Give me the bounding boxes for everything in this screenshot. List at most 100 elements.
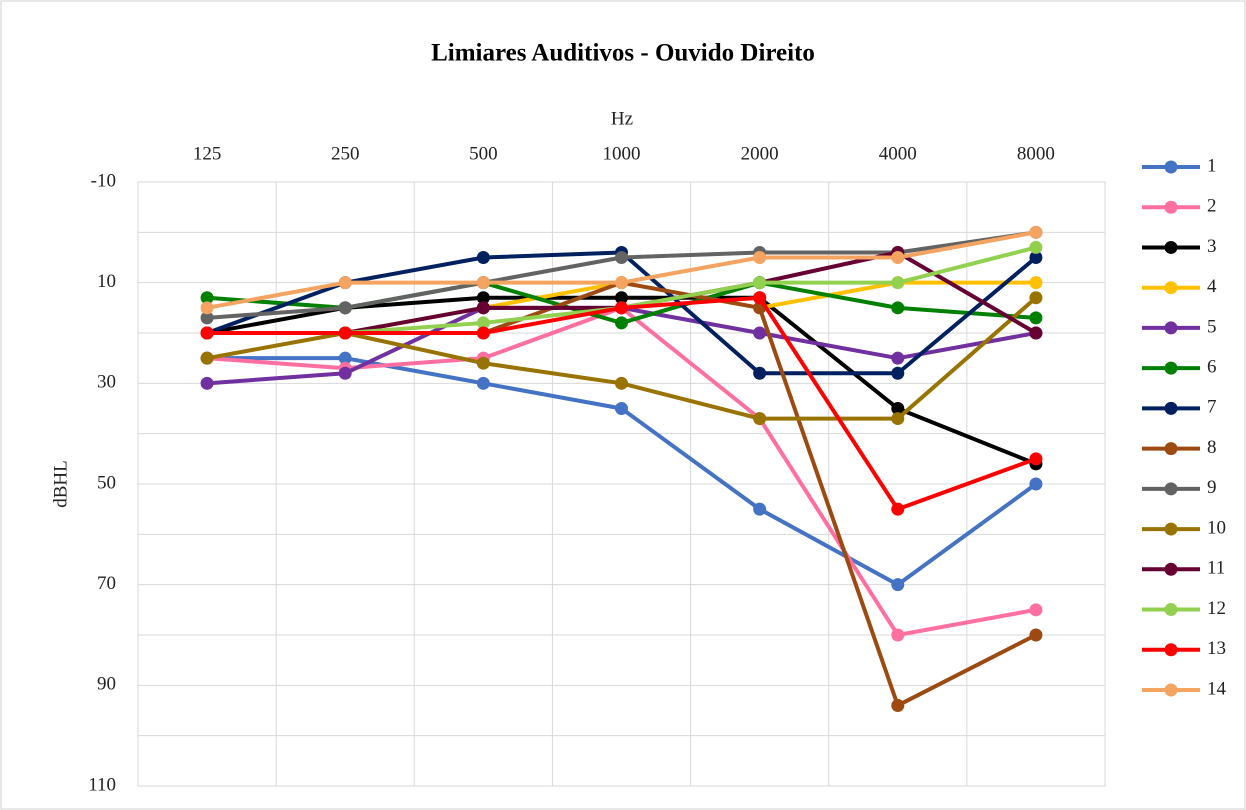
y-tick-label: 10 bbox=[97, 271, 116, 292]
point bbox=[1029, 311, 1043, 325]
point bbox=[615, 402, 628, 415]
point bbox=[1029, 291, 1043, 305]
legend-label: 11 bbox=[1207, 558, 1225, 579]
legend-marker bbox=[1164, 281, 1178, 295]
point bbox=[891, 502, 905, 516]
x-tick-label: 4000 bbox=[879, 143, 917, 164]
point bbox=[338, 326, 352, 340]
x-tick-label: 1000 bbox=[603, 143, 641, 164]
point bbox=[891, 351, 905, 365]
point bbox=[338, 351, 352, 365]
legend-label: 3 bbox=[1207, 236, 1217, 257]
legend-label: 7 bbox=[1207, 397, 1217, 418]
y-axis-label: dBHL bbox=[50, 460, 71, 508]
legend-marker bbox=[1164, 200, 1178, 214]
point bbox=[891, 578, 905, 592]
legend-label: 6 bbox=[1207, 357, 1217, 378]
point bbox=[615, 291, 628, 305]
legend-label: 12 bbox=[1207, 598, 1226, 619]
legend-marker bbox=[1164, 361, 1178, 375]
point bbox=[615, 376, 628, 390]
point bbox=[338, 301, 352, 315]
legend-marker bbox=[1164, 160, 1178, 174]
point bbox=[753, 251, 767, 264]
legend-marker bbox=[1164, 321, 1178, 335]
point bbox=[615, 276, 628, 290]
point bbox=[200, 376, 214, 390]
y-tick-label: 30 bbox=[97, 372, 116, 393]
legend-label: 14 bbox=[1207, 678, 1227, 699]
point bbox=[200, 311, 214, 325]
point bbox=[200, 301, 214, 315]
point bbox=[1029, 628, 1043, 642]
point bbox=[476, 276, 490, 290]
x-tick-label: 8000 bbox=[1017, 143, 1055, 164]
x-tick-label: 500 bbox=[469, 143, 498, 164]
legend-marker bbox=[1164, 482, 1178, 496]
point bbox=[1029, 276, 1043, 290]
y-tick-label: 110 bbox=[88, 774, 116, 795]
legend-label: 13 bbox=[1207, 638, 1226, 659]
legend-label: 10 bbox=[1207, 517, 1226, 538]
point bbox=[1029, 251, 1043, 264]
point bbox=[891, 402, 905, 415]
chart-title: Limiares Auditivos - Ouvido Direito bbox=[431, 40, 815, 67]
point bbox=[753, 326, 767, 340]
plot-border bbox=[137, 181, 1106, 787]
point bbox=[891, 251, 905, 264]
point bbox=[476, 316, 490, 330]
legend-label: 9 bbox=[1207, 477, 1217, 498]
point bbox=[476, 326, 490, 340]
point bbox=[338, 366, 352, 380]
point bbox=[891, 412, 905, 426]
point bbox=[891, 628, 905, 642]
point bbox=[200, 326, 214, 340]
point bbox=[615, 316, 628, 330]
x-tick-label: 250 bbox=[331, 143, 360, 164]
point bbox=[1029, 477, 1043, 491]
y-tick-label: 90 bbox=[97, 674, 116, 695]
point bbox=[753, 412, 767, 426]
point bbox=[1029, 603, 1043, 617]
legend-label: 8 bbox=[1207, 437, 1217, 458]
point bbox=[891, 301, 905, 315]
legend-label: 5 bbox=[1207, 316, 1217, 337]
y-tick-label: 70 bbox=[97, 573, 116, 594]
point bbox=[891, 366, 905, 380]
legend-label: 4 bbox=[1207, 276, 1217, 297]
point bbox=[1029, 452, 1043, 466]
legend-label: 1 bbox=[1207, 155, 1217, 176]
y-tick-label: 50 bbox=[97, 472, 116, 493]
point bbox=[753, 276, 767, 290]
legend-marker bbox=[1164, 442, 1178, 456]
x-tick-label: 2000 bbox=[741, 143, 779, 164]
point bbox=[615, 251, 628, 264]
point bbox=[753, 366, 767, 380]
legend-marker bbox=[1164, 562, 1178, 576]
point bbox=[1029, 225, 1043, 239]
x-tick-label: 125 bbox=[193, 143, 222, 164]
point bbox=[476, 251, 490, 264]
point bbox=[200, 291, 214, 305]
legend-marker bbox=[1164, 683, 1178, 697]
legend-marker bbox=[1164, 240, 1178, 254]
legend-marker bbox=[1164, 401, 1178, 415]
point bbox=[476, 356, 490, 370]
point bbox=[476, 291, 490, 305]
point bbox=[891, 276, 905, 290]
legend-label: 2 bbox=[1207, 196, 1217, 217]
point bbox=[476, 301, 490, 315]
point bbox=[615, 301, 628, 315]
point bbox=[1029, 326, 1043, 340]
point bbox=[753, 502, 767, 516]
x-axis-label: Hz bbox=[611, 108, 633, 129]
point bbox=[338, 276, 352, 290]
point bbox=[891, 698, 905, 712]
legend-marker bbox=[1164, 522, 1178, 536]
legend-marker bbox=[1164, 603, 1178, 617]
point bbox=[753, 291, 767, 305]
y-tick-label: -10 bbox=[91, 170, 116, 191]
legend-marker bbox=[1164, 643, 1178, 657]
point bbox=[1029, 240, 1043, 254]
